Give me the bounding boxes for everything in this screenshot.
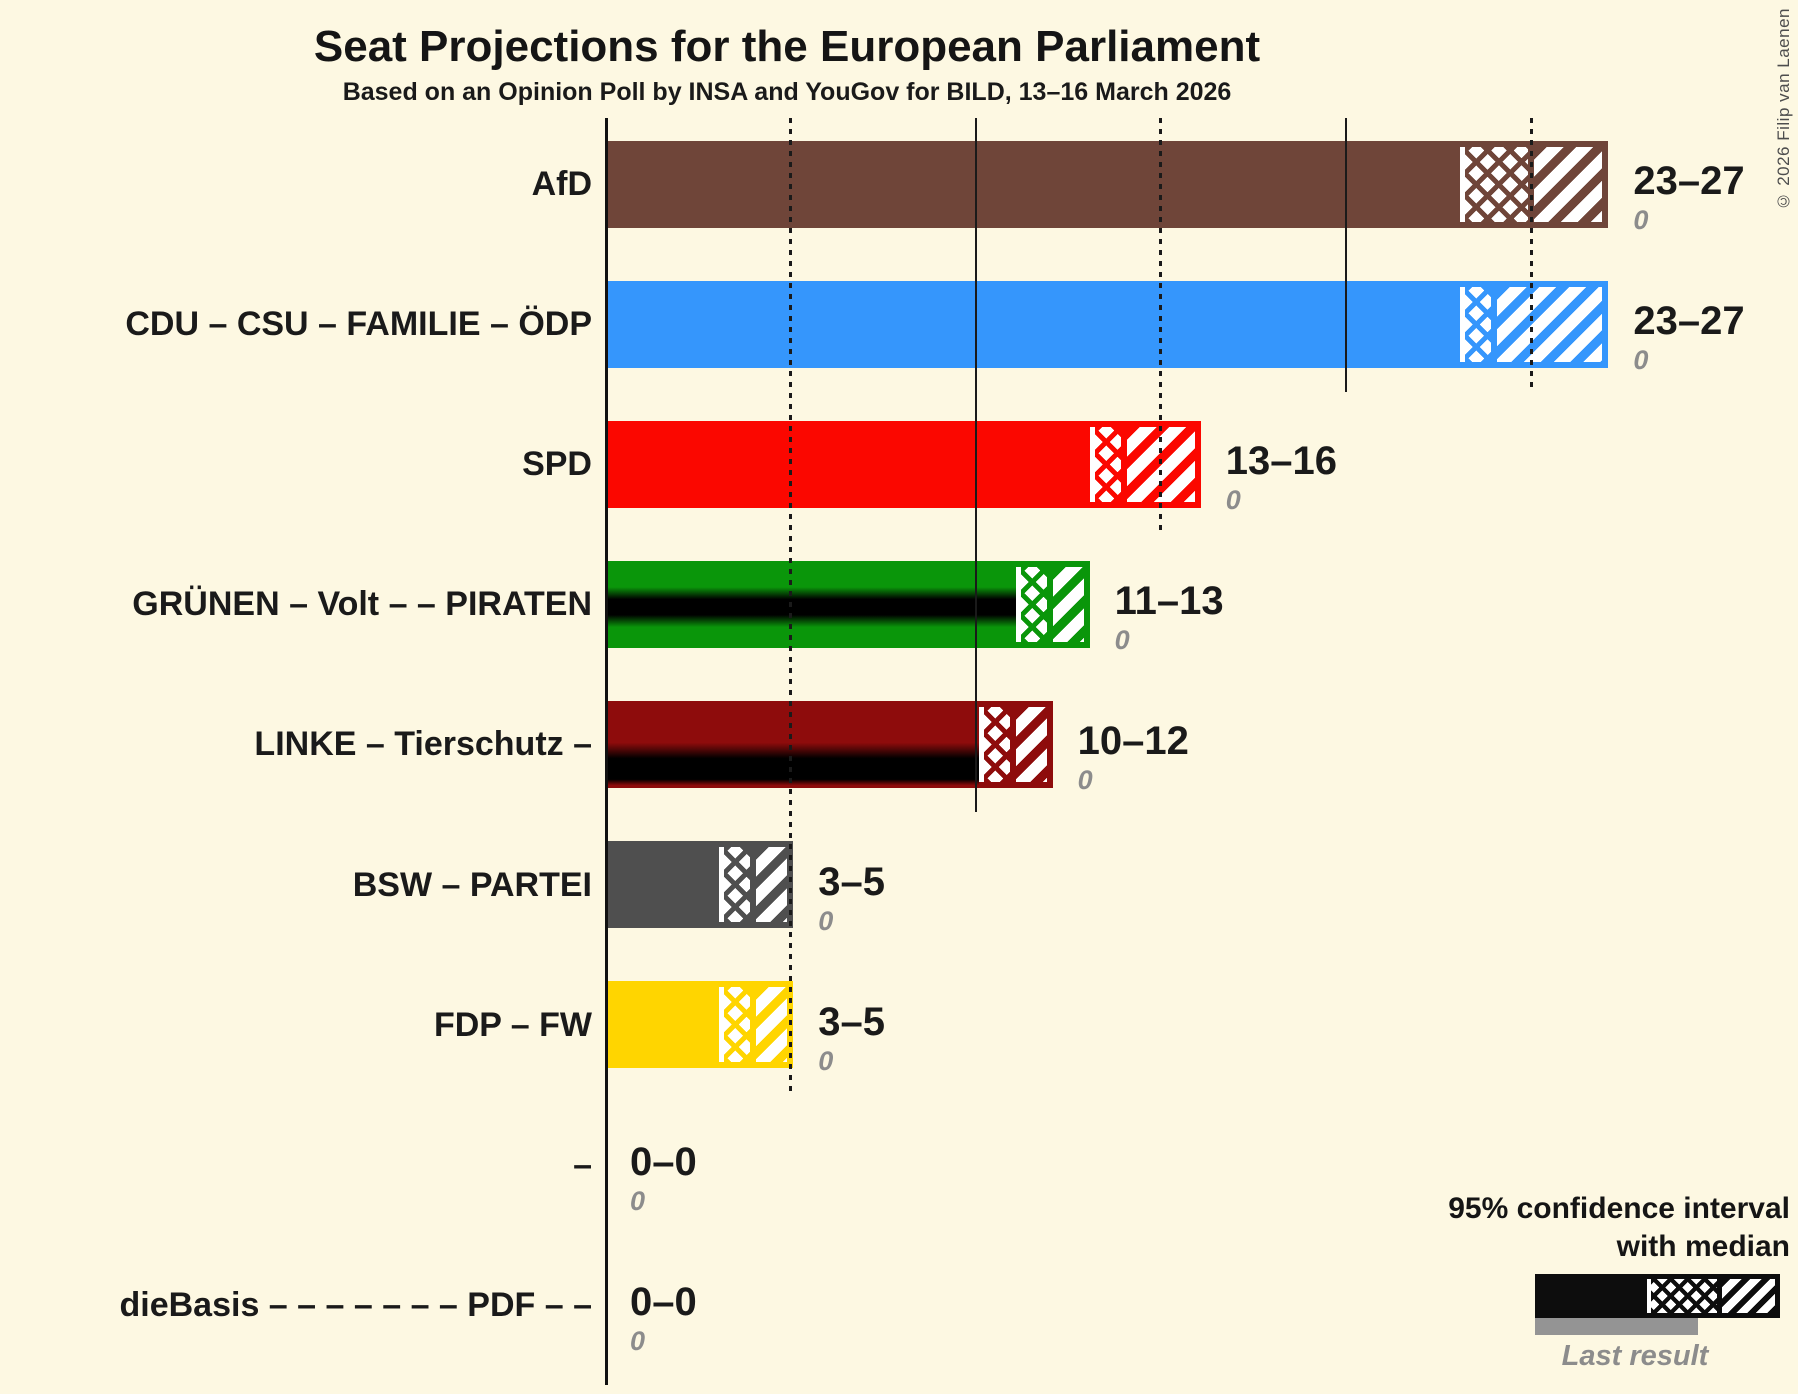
ci-crosshatch-low-to-median bbox=[1094, 426, 1121, 502]
ci-median-divider bbox=[750, 847, 757, 922]
ci-diagonal-median-to-high bbox=[1015, 706, 1047, 782]
party-label: FDP – FW bbox=[433, 1005, 592, 1044]
seat-value: 11–13 0 bbox=[1115, 579, 1224, 655]
party-label: – bbox=[573, 1145, 592, 1184]
last-result-value: 0 bbox=[818, 905, 834, 936]
party-label: GRÜNEN – Volt – – PIRATEN bbox=[132, 585, 592, 624]
party-label: CDU – CSU – FAMILIE – ÖDP bbox=[125, 305, 592, 344]
last-result-value: 0 bbox=[1633, 345, 1649, 376]
confidence-interval bbox=[1460, 280, 1609, 368]
gridline-dotted-25 bbox=[1529, 118, 1533, 392]
confidence-interval bbox=[719, 841, 794, 928]
legend-caption: 95% confidence interval with median bbox=[1448, 1190, 1790, 1266]
legend-crosshatch bbox=[1651, 1279, 1717, 1313]
last-result-value: 0 bbox=[1633, 205, 1649, 235]
legend-caption-line2: with median bbox=[1616, 1230, 1790, 1263]
legend-last-result-label: Last result bbox=[1561, 1340, 1709, 1372]
ci-crosshatch-low-to-median bbox=[983, 706, 1010, 782]
seat-value: 3–5 0 bbox=[818, 1000, 885, 1076]
ci-crosshatch-low-to-median bbox=[1020, 566, 1047, 642]
ci-crosshatch-low-to-median bbox=[1465, 286, 1492, 362]
gridline-dotted-5 bbox=[788, 118, 792, 1093]
last-result-value: 0 bbox=[1225, 485, 1241, 516]
legend-ci-gap bbox=[1647, 1279, 1651, 1313]
seat-value: 0–0 0 bbox=[630, 1140, 697, 1216]
legend-last-result-sample bbox=[1535, 1318, 1698, 1335]
party-label: dieBasis – – – – – – – PDF – – bbox=[119, 1285, 593, 1324]
party-label: LINKE – Tierschutz – bbox=[254, 725, 592, 764]
legend-confidence-sample bbox=[1535, 1274, 1780, 1318]
confidence-interval bbox=[1460, 140, 1609, 228]
ci-gap bbox=[978, 706, 984, 782]
confidence-interval bbox=[978, 700, 1053, 788]
last-result-value: 0 bbox=[630, 1185, 646, 1216]
seat-range-label: 13–16 bbox=[1225, 439, 1338, 484]
ci-gap bbox=[1460, 286, 1466, 362]
chart-title: Seat Projections for the European Parlia… bbox=[313, 22, 1261, 71]
gridline-solid-20 bbox=[1345, 118, 1347, 392]
ci-diagonal-median-to-high bbox=[756, 987, 788, 1063]
ci-median-divider bbox=[1120, 426, 1127, 502]
ci-diagonal-median-to-high bbox=[756, 847, 788, 922]
last-result-value: 0 bbox=[1077, 765, 1093, 796]
seat-value: 3–5 0 bbox=[818, 860, 885, 936]
party-label: AfD bbox=[531, 165, 592, 203]
ci-diagonal-median-to-high bbox=[1534, 146, 1603, 222]
seat-range-label: 3–5 bbox=[818, 859, 885, 904]
seat-value: 23–27 0 bbox=[1633, 159, 1744, 235]
ci-median-divider bbox=[1009, 706, 1016, 782]
last-result-value: 0 bbox=[818, 1045, 834, 1076]
ci-diagonal-median-to-high bbox=[1052, 566, 1084, 642]
ci-median-divider bbox=[1046, 566, 1053, 642]
party-label: SPD bbox=[522, 445, 592, 484]
seat-range-label: 3–5 bbox=[818, 999, 885, 1044]
seat-range-label: 11–13 bbox=[1114, 579, 1224, 624]
legend-ci-section bbox=[1647, 1274, 1780, 1318]
seat-range-label: 0–0 bbox=[630, 1279, 697, 1324]
ci-gap bbox=[1015, 566, 1021, 642]
seat-value: 13–16 0 bbox=[1226, 439, 1337, 515]
seat-value: 0–0 0 bbox=[630, 1280, 697, 1356]
ci-crosshatch-low-to-median bbox=[724, 987, 751, 1063]
gridline-solid-10 bbox=[974, 118, 977, 812]
gridline-dotted-15 bbox=[1159, 118, 1163, 532]
seat-bar bbox=[608, 560, 1090, 648]
legend-diagonal bbox=[1722, 1279, 1775, 1313]
seat-bar bbox=[608, 981, 794, 1069]
y-axis-line bbox=[605, 118, 608, 1385]
legend-caption-line1: 95% confidence interval bbox=[1448, 1192, 1790, 1225]
confidence-interval bbox=[1089, 420, 1201, 508]
confidence-interval bbox=[719, 981, 794, 1069]
seat-range-label: 23–27 bbox=[1633, 159, 1745, 203]
ci-crosshatch-low-to-median bbox=[1465, 146, 1529, 222]
ci-diagonal-median-to-high bbox=[1497, 286, 1603, 362]
ci-gap bbox=[1460, 146, 1466, 222]
ci-median-divider bbox=[750, 987, 757, 1063]
legend-solid-section bbox=[1535, 1274, 1647, 1318]
seat-value: 23–27 0 bbox=[1633, 299, 1744, 375]
seat-value: 10–12 0 bbox=[1078, 719, 1189, 795]
seat-bar bbox=[608, 700, 1053, 788]
chart-subtitle: Based on an Opinion Poll by INSA and You… bbox=[342, 78, 1232, 106]
last-result-value: 0 bbox=[1114, 625, 1130, 656]
ci-gap bbox=[1089, 426, 1095, 502]
seat-bar bbox=[608, 841, 794, 928]
ci-median-divider bbox=[1491, 286, 1498, 362]
party-label: BSW – PARTEI bbox=[352, 865, 592, 904]
seat-range-label: 23–27 bbox=[1633, 299, 1745, 344]
legend-median-divider bbox=[1717, 1279, 1722, 1313]
seat-range-label: 0–0 bbox=[630, 1139, 697, 1184]
seat-bar bbox=[608, 280, 1609, 368]
ci-gap bbox=[719, 987, 725, 1063]
ci-gap bbox=[719, 847, 725, 922]
copyright-note: © 2026 Filip van Laenen bbox=[1774, 8, 1793, 211]
last-result-value: 0 bbox=[630, 1325, 646, 1356]
seat-bar bbox=[608, 420, 1201, 508]
confidence-interval bbox=[1015, 560, 1090, 648]
seat-bar bbox=[608, 140, 1609, 228]
ci-crosshatch-low-to-median bbox=[724, 847, 751, 922]
seat-range-label: 10–12 bbox=[1077, 719, 1189, 764]
